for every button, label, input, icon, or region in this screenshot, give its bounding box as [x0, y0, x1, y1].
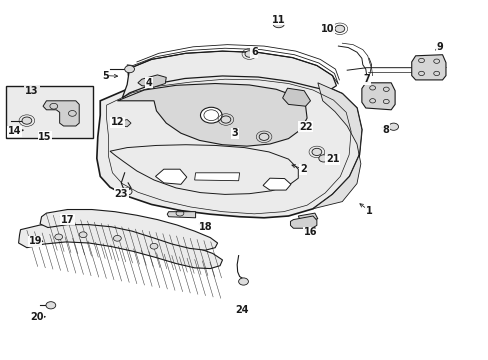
Text: 10: 10 — [320, 24, 334, 34]
Text: 7: 7 — [363, 74, 369, 84]
Circle shape — [238, 278, 248, 285]
Polygon shape — [116, 120, 131, 127]
Text: 22: 22 — [298, 122, 312, 132]
Polygon shape — [263, 178, 290, 190]
Polygon shape — [282, 88, 310, 106]
Text: 19: 19 — [28, 236, 42, 246]
Text: 18: 18 — [198, 222, 212, 232]
Circle shape — [334, 25, 344, 32]
Polygon shape — [167, 212, 195, 218]
Polygon shape — [122, 51, 336, 98]
Polygon shape — [155, 169, 186, 184]
Text: 2: 2 — [299, 164, 306, 174]
Text: 9: 9 — [436, 42, 443, 52]
Circle shape — [22, 117, 32, 124]
Circle shape — [272, 19, 284, 28]
Polygon shape — [97, 72, 361, 218]
Text: 15: 15 — [38, 132, 52, 142]
Text: 12: 12 — [110, 117, 124, 127]
Text: 14: 14 — [8, 126, 21, 136]
Text: 3: 3 — [231, 128, 238, 138]
Polygon shape — [43, 101, 79, 126]
Text: 11: 11 — [271, 15, 285, 25]
Text: 16: 16 — [303, 227, 317, 237]
Polygon shape — [361, 83, 394, 110]
Text: 1: 1 — [365, 206, 372, 216]
Text: 24: 24 — [235, 305, 248, 315]
Circle shape — [113, 235, 121, 241]
Text: 21: 21 — [325, 154, 339, 164]
Polygon shape — [40, 210, 217, 250]
Polygon shape — [194, 173, 239, 181]
Polygon shape — [298, 213, 317, 222]
Polygon shape — [411, 55, 445, 80]
Circle shape — [388, 123, 398, 130]
Text: 5: 5 — [102, 71, 108, 81]
Polygon shape — [110, 145, 298, 194]
Circle shape — [46, 302, 56, 309]
Circle shape — [244, 51, 253, 57]
Circle shape — [311, 148, 321, 156]
Polygon shape — [19, 223, 222, 269]
Circle shape — [150, 243, 158, 249]
Polygon shape — [117, 84, 306, 146]
Text: 6: 6 — [250, 47, 257, 57]
Circle shape — [200, 107, 222, 123]
Circle shape — [259, 133, 268, 140]
Text: 4: 4 — [145, 78, 152, 88]
Circle shape — [79, 232, 87, 238]
Text: 23: 23 — [114, 189, 128, 199]
Circle shape — [124, 66, 134, 73]
FancyBboxPatch shape — [6, 86, 93, 138]
Text: 20: 20 — [30, 312, 43, 322]
Polygon shape — [138, 75, 166, 87]
Circle shape — [221, 116, 230, 123]
Text: 13: 13 — [25, 86, 39, 96]
Circle shape — [318, 155, 328, 162]
Text: 17: 17 — [61, 215, 74, 225]
Polygon shape — [290, 216, 316, 228]
Circle shape — [55, 234, 62, 240]
Text: 8: 8 — [382, 125, 389, 135]
Polygon shape — [312, 83, 361, 209]
